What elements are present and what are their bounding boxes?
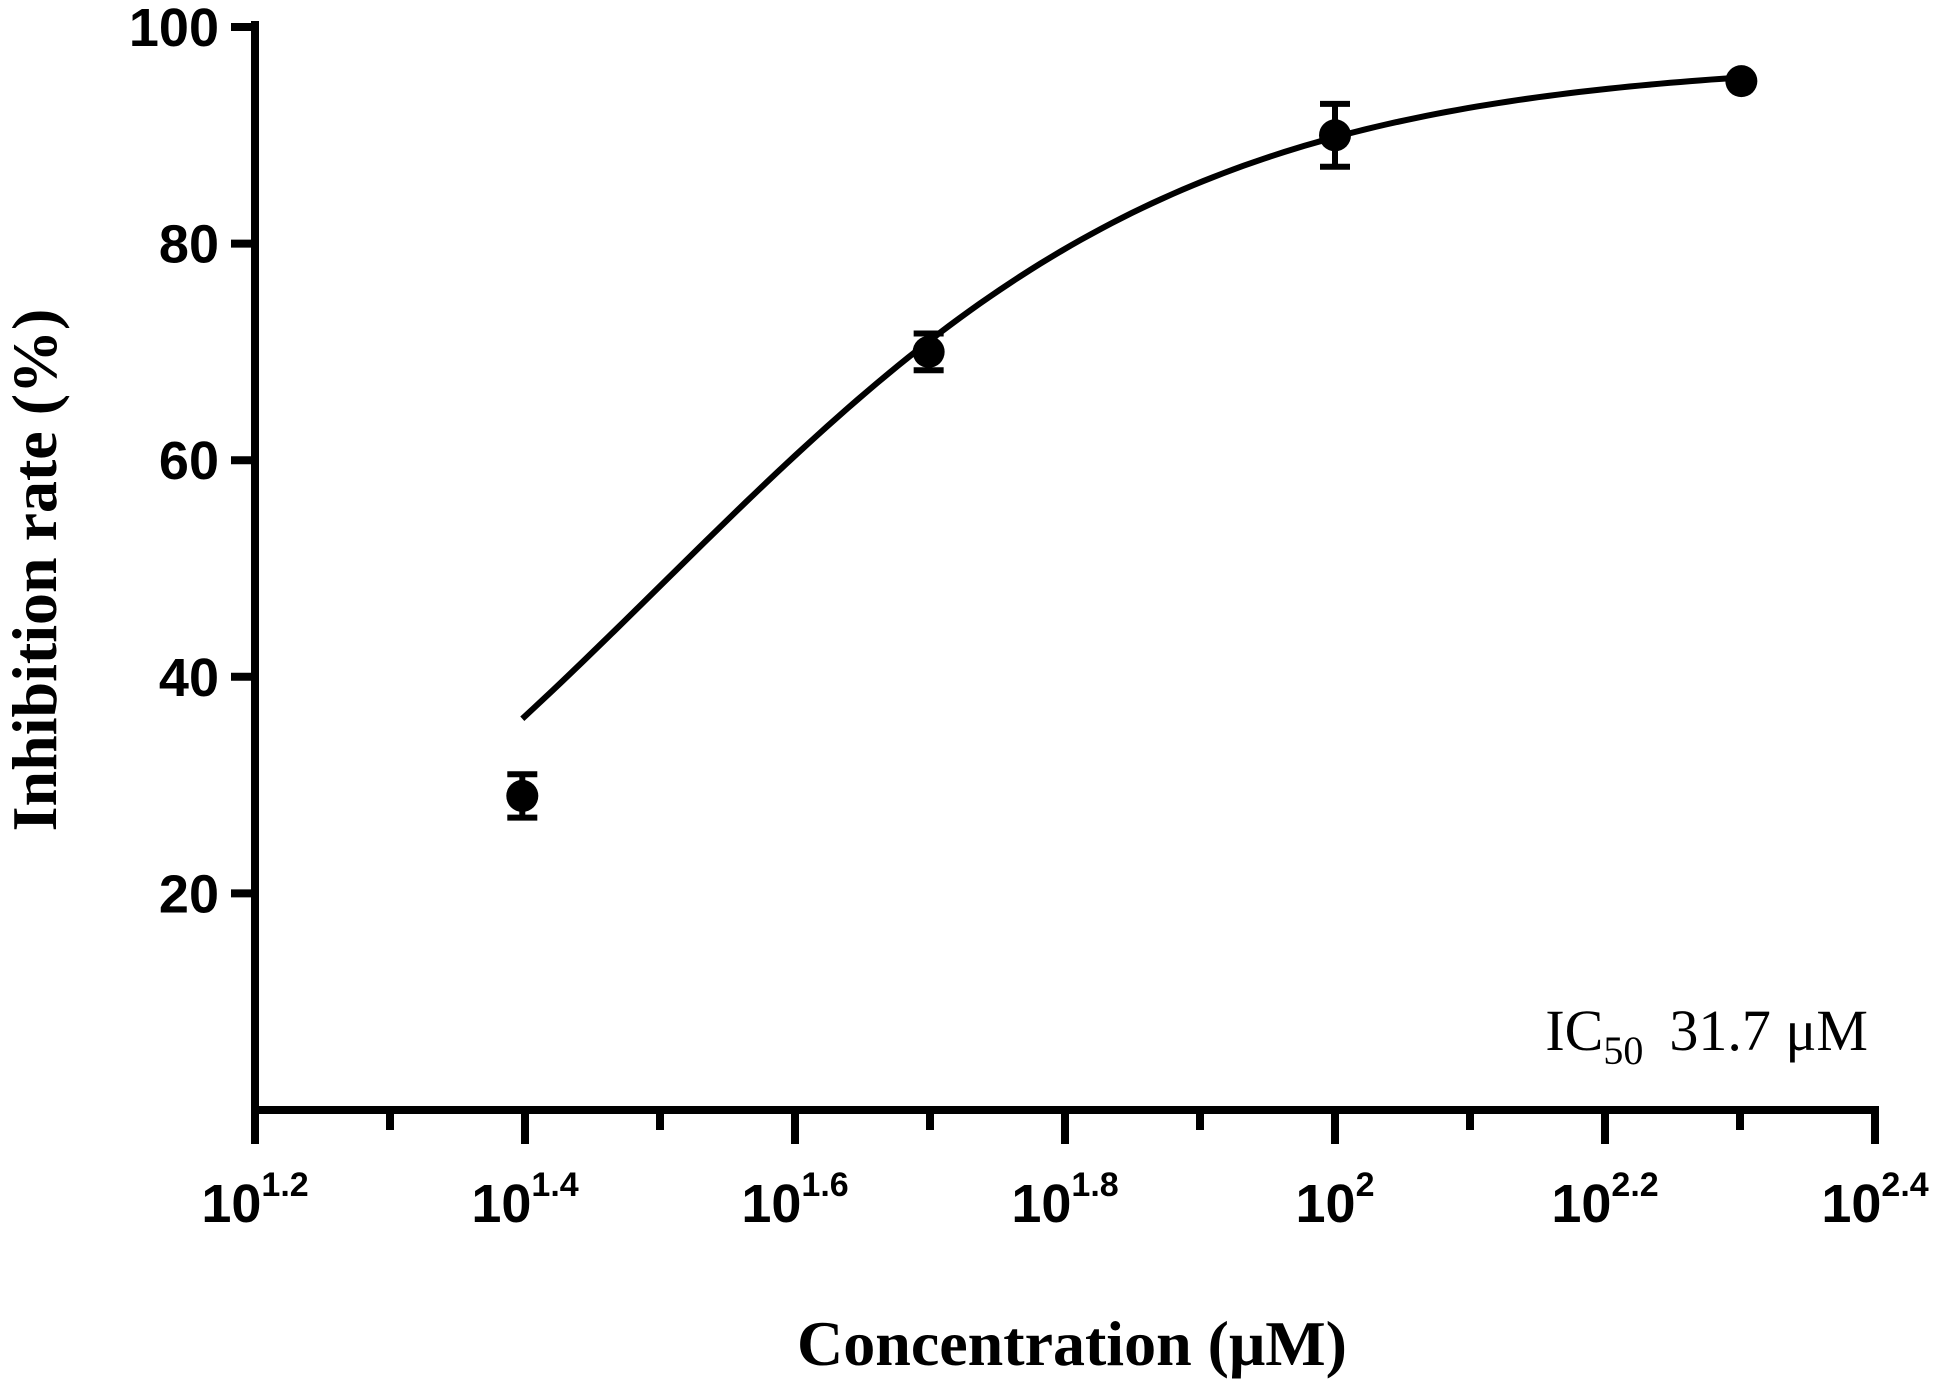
axes [251,21,1879,1114]
ic50-annotation: IC50 31.7 μM [1545,998,1868,1073]
x-tick-label: 101.6 [741,1166,848,1234]
ticks: 20 40 60 80 100 101.2 101.4 101.6 101.8 102 102.2 1… [129,0,1929,1234]
y-axis-title: Inhibition rate (%) [0,309,70,832]
y-tick-label: 80 [159,215,219,275]
ic50-prefix: IC [1545,998,1603,1063]
data-point [1725,65,1758,98]
ic50-subscript: 50 [1603,1028,1643,1073]
x-tick-label: 101.4 [471,1166,578,1234]
fit-curve-layer [520,74,1742,721]
data-point [1319,119,1351,152]
x-tick-label: 101.2 [201,1166,308,1234]
x-axis-title: Concentration (μM) [797,1308,1347,1379]
data-point [506,779,539,812]
y-tick-label: 60 [159,431,219,491]
x-tick-label: 102.4 [1821,1166,1928,1234]
x-tick-label: 102 [1296,1166,1375,1234]
y-tick-label: 40 [159,648,219,708]
y-tick-label: 20 [159,864,219,924]
data-points-layer [506,65,1758,821]
x-tick-label: 102.2 [1551,1166,1658,1234]
ic50-value: 31.7 μM [1669,998,1868,1063]
fit-curve [520,74,1742,721]
data-point [912,335,945,368]
x-tick-label: 101.8 [1011,1166,1118,1234]
y-tick-label: 100 [129,0,219,58]
